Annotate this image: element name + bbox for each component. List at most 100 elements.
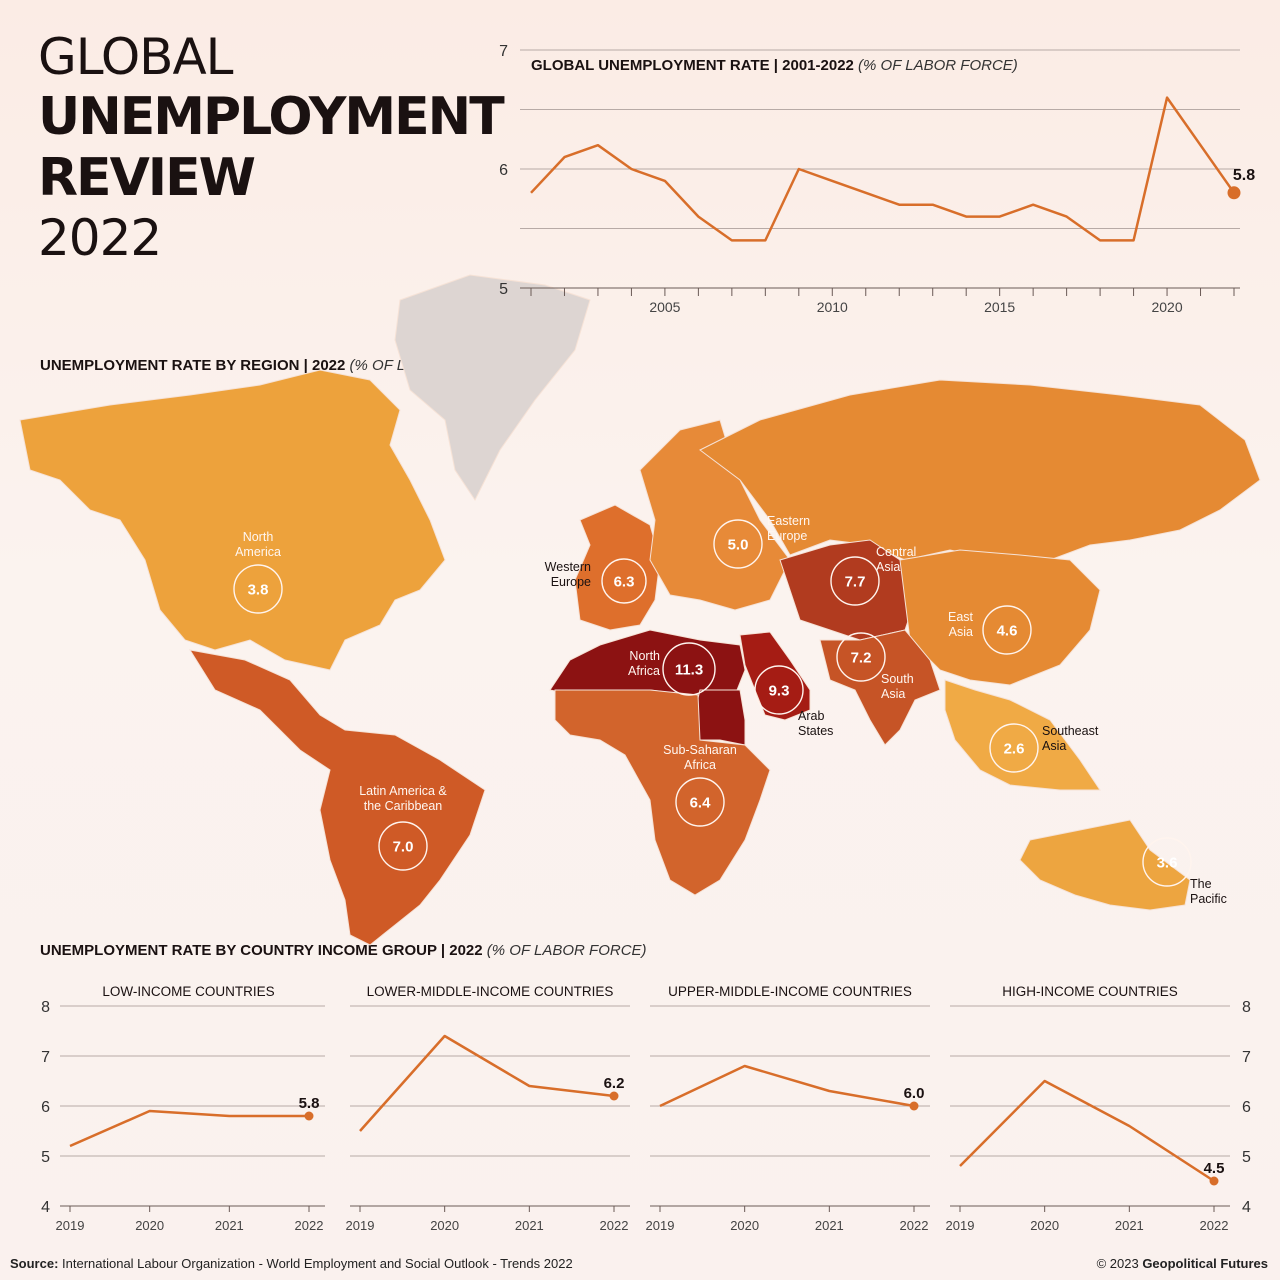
- region-value: 3.8: [248, 582, 269, 599]
- region-shape-greenland: [394, 274, 591, 501]
- global-y-tick-label: 5: [499, 281, 508, 298]
- world-map: [19, 274, 1261, 946]
- income-end-label: 4.5: [1204, 1160, 1225, 1177]
- region-value: 6.4: [690, 795, 712, 812]
- region-circle: [830, 556, 880, 606]
- income-end-point: [909, 1101, 919, 1111]
- region-value: 7.7: [845, 574, 866, 591]
- region-shape-south-asia: [819, 629, 941, 746]
- income-series-line: [659, 1064, 915, 1108]
- region-circle: [675, 777, 725, 827]
- income-end-point: [304, 1111, 314, 1121]
- income-x-tick-label: 2022: [295, 1218, 324, 1233]
- income-x-tick-label: 2021: [215, 1218, 244, 1233]
- footer-copyright-brand: Geopolitical Futures: [1142, 1256, 1268, 1271]
- title-line-year: 2022: [38, 209, 162, 267]
- income-x-tick-label: 2022: [1200, 1218, 1229, 1233]
- region-value: 3.6: [1157, 855, 1178, 872]
- footer-copyright: © 2023 Geopolitical Futures: [1097, 1256, 1268, 1271]
- region-value: 5.0: [728, 537, 749, 554]
- region-value: 7.2: [851, 650, 872, 667]
- region-shape-sub-saharan-africa: [554, 689, 771, 896]
- income-y-tick-label: 7: [1242, 1049, 1251, 1066]
- income-y-tick-label: 7: [41, 1049, 50, 1066]
- income-end-point: [609, 1091, 619, 1101]
- region-circle: [233, 564, 283, 614]
- region-shape-sudan: [694, 689, 746, 746]
- region-shape-east-asia: [899, 549, 1101, 686]
- title-line-review: REVIEW: [38, 148, 256, 208]
- income-panel-title: UPPER-MIDDLE-INCOME COUNTRIES: [668, 984, 912, 999]
- region-marker-arab-states: 9.3 Arab States: [754, 665, 833, 738]
- region-shape-north-america: [19, 369, 446, 671]
- income-end-label: 5.8: [299, 1095, 320, 1112]
- income-x-tick-label: 2021: [1115, 1218, 1144, 1233]
- region-shape-southeast-asia: [944, 679, 1101, 791]
- global-x-tick-label: 2015: [984, 299, 1015, 315]
- region-markers: 3.8 North America 7.0 Latin America & the Car…: [233, 514, 1227, 906]
- region-marker-east-asia: 4.6 East Asia: [948, 605, 1032, 655]
- income-panel-3: UPPER-MIDDLE-INCOME COUNTRIES 2019 2020 202…: [646, 984, 930, 1233]
- income-series-line: [69, 1109, 309, 1148]
- region-circle: [378, 821, 428, 871]
- income-y-tick-label: 6: [1242, 1099, 1251, 1116]
- income-y-tick-label: 8: [41, 999, 50, 1016]
- income-x-tick-label: 2019: [946, 1218, 975, 1233]
- region-shape-latin-america: [188, 649, 486, 946]
- footer-source-label: Source:: [10, 1256, 59, 1271]
- global-x-tick-label: 2010: [817, 299, 848, 315]
- region-circle: [662, 642, 716, 696]
- income-x-tick-label: 2019: [346, 1218, 375, 1233]
- region-name: South Asia: [881, 672, 914, 701]
- region-circle: [836, 632, 886, 682]
- region-name: North Africa: [628, 649, 660, 678]
- income-group-charts: LOW-INCOME COUNTRIES 2019 2020 2021 2022 5.8 4…: [41, 984, 1251, 1233]
- income-panel-title: LOW-INCOME COUNTRIES: [102, 984, 274, 999]
- income-x-tick-label: 2022: [600, 1218, 629, 1233]
- region-value: 4.6: [997, 623, 1018, 640]
- income-section-title: UNEMPLOYMENT RATE BY COUNTRY INCOME GROU…: [40, 942, 647, 959]
- region-name: Sub-Saharan Africa: [663, 743, 737, 772]
- income-y-tick-label: 6: [41, 1099, 50, 1116]
- global-chart-title-unit: (% OF LABOR FORCE): [858, 57, 1018, 74]
- title-line-unemployment: UNEMPLOYMENT: [38, 87, 505, 147]
- region-marker-north-africa: 11.3 North Africa: [628, 642, 716, 696]
- region-name: Central Asia: [876, 545, 916, 574]
- global-chart-title: GLOBAL UNEMPLOYMENT RATE | 2001-2022 (% …: [531, 57, 1018, 74]
- region-value: 9.3: [769, 683, 790, 700]
- region-name: Western Europe: [545, 560, 591, 589]
- global-unemployment-chart: 5 6 7 2005 2010 2015 2020 5.8: [499, 43, 1255, 315]
- income-x-tick-label: 2020: [135, 1218, 164, 1233]
- region-name: The Pacific: [1190, 877, 1227, 906]
- income-y-tick-label: 5: [41, 1149, 50, 1166]
- income-y-tick-label: 5: [1242, 1149, 1251, 1166]
- region-circle: [754, 665, 804, 715]
- region-marker-southeast-asia: 2.6 Southeast Asia: [989, 723, 1099, 773]
- income-series-line: [959, 1079, 1215, 1183]
- income-panel-1: LOW-INCOME COUNTRIES 2019 2020 2021 2022 5.8 4…: [41, 984, 325, 1233]
- region-marker-north-america: 3.8 North America: [233, 530, 283, 614]
- footer-source-text: International Labour Organization - Worl…: [58, 1256, 573, 1271]
- region-name: Latin America & the Caribbean: [359, 784, 447, 813]
- income-x-tick-label: 2020: [430, 1218, 459, 1233]
- region-shape-pacific: [1019, 819, 1191, 911]
- footer-copyright-prefix: © 2023: [1096, 1256, 1143, 1271]
- income-panel-title: HIGH-INCOME COUNTRIES: [1002, 984, 1178, 999]
- income-x-tick-label: 2020: [730, 1218, 759, 1233]
- income-end-label: 6.0: [904, 1085, 925, 1102]
- income-y-tick-label: 4: [41, 1199, 50, 1216]
- region-marker-latin-america: 7.0 Latin America & the Caribbean: [359, 784, 447, 871]
- region-section-title-main: UNEMPLOYMENT RATE BY REGION | 2022: [40, 357, 346, 374]
- region-name: Eastern Europe: [767, 514, 810, 543]
- region-value: 11.3: [675, 662, 703, 679]
- income-x-tick-label: 2019: [646, 1218, 675, 1233]
- region-marker-sub-saharan-africa: 6.4 Sub-Saharan Africa: [663, 743, 737, 827]
- global-x-tick-label: 2020: [1151, 299, 1182, 315]
- region-marker-western-europe: 6.3 Western Europe: [545, 558, 647, 604]
- income-section-title-main: UNEMPLOYMENT RATE BY COUNTRY INCOME GROU…: [40, 942, 483, 959]
- region-name: Southeast Asia: [1042, 724, 1099, 753]
- region-value: 6.3: [614, 574, 635, 591]
- global-x-tick-label: 2005: [649, 299, 680, 315]
- region-marker-eastern-europe: 5.0 Eastern Europe: [713, 514, 810, 569]
